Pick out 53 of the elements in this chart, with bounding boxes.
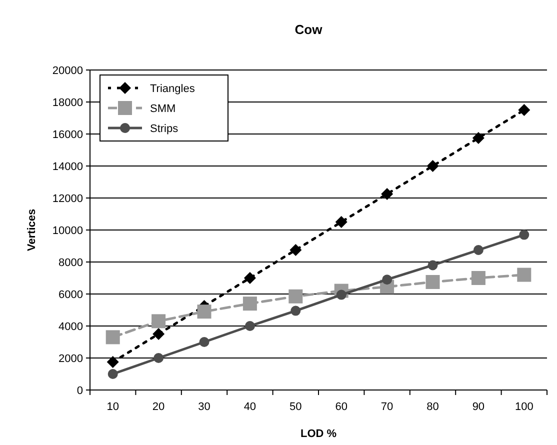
point [106, 330, 120, 344]
point [152, 328, 165, 340]
x-tick-label: 70 [380, 401, 394, 413]
y-tick-label: 18000 [52, 96, 83, 109]
x-tick-label: 60 [335, 401, 348, 413]
point [244, 272, 256, 284]
point [154, 353, 164, 363]
point [199, 337, 210, 347]
x-tick-label: 10 [106, 401, 119, 413]
point [471, 271, 486, 285]
point [288, 289, 303, 304]
point [335, 216, 348, 228]
point [472, 132, 484, 144]
point [244, 321, 255, 331]
x-tick-label: 100 [514, 401, 534, 413]
chart-title: Cow [294, 22, 324, 37]
y-tick-label: 4000 [58, 320, 83, 333]
point [518, 104, 530, 116]
y-tick-label: 8000 [58, 256, 83, 269]
point [426, 160, 439, 172]
point [290, 306, 301, 316]
point [517, 268, 532, 282]
legend-label: Strips [150, 122, 179, 135]
point [106, 356, 119, 368]
point [519, 230, 530, 240]
legend-label: Triangles [150, 82, 196, 95]
point [426, 275, 440, 289]
y-tick-label: 14000 [52, 160, 83, 173]
y-tick-label: 20000 [52, 64, 83, 77]
x-axis-title: LOD % [300, 428, 337, 440]
y-axis-title: Vertices [26, 208, 38, 252]
x-tick-label: 20 [152, 401, 165, 413]
x-tick-label: 50 [290, 401, 302, 413]
point [152, 314, 166, 328]
legend-label: SMM [150, 102, 176, 115]
y-tick-label: 2000 [58, 352, 83, 365]
point [473, 245, 484, 255]
x-tick-label: 80 [426, 401, 439, 413]
x-tick-label: 90 [472, 401, 485, 413]
point [290, 244, 302, 256]
point [428, 260, 438, 270]
x-tick-label: 40 [244, 401, 256, 413]
x-tick-label: 30 [198, 401, 210, 413]
point [382, 274, 392, 285]
y-tick-label: 16000 [52, 128, 83, 141]
y-tick-label: 6000 [58, 288, 83, 301]
y-tick-label: 12000 [52, 192, 83, 205]
y-tick-label: 10000 [52, 224, 83, 237]
point [108, 369, 118, 379]
point [197, 304, 212, 319]
y-tick-label: 0 [76, 384, 83, 397]
point [242, 296, 257, 311]
point [381, 188, 394, 200]
